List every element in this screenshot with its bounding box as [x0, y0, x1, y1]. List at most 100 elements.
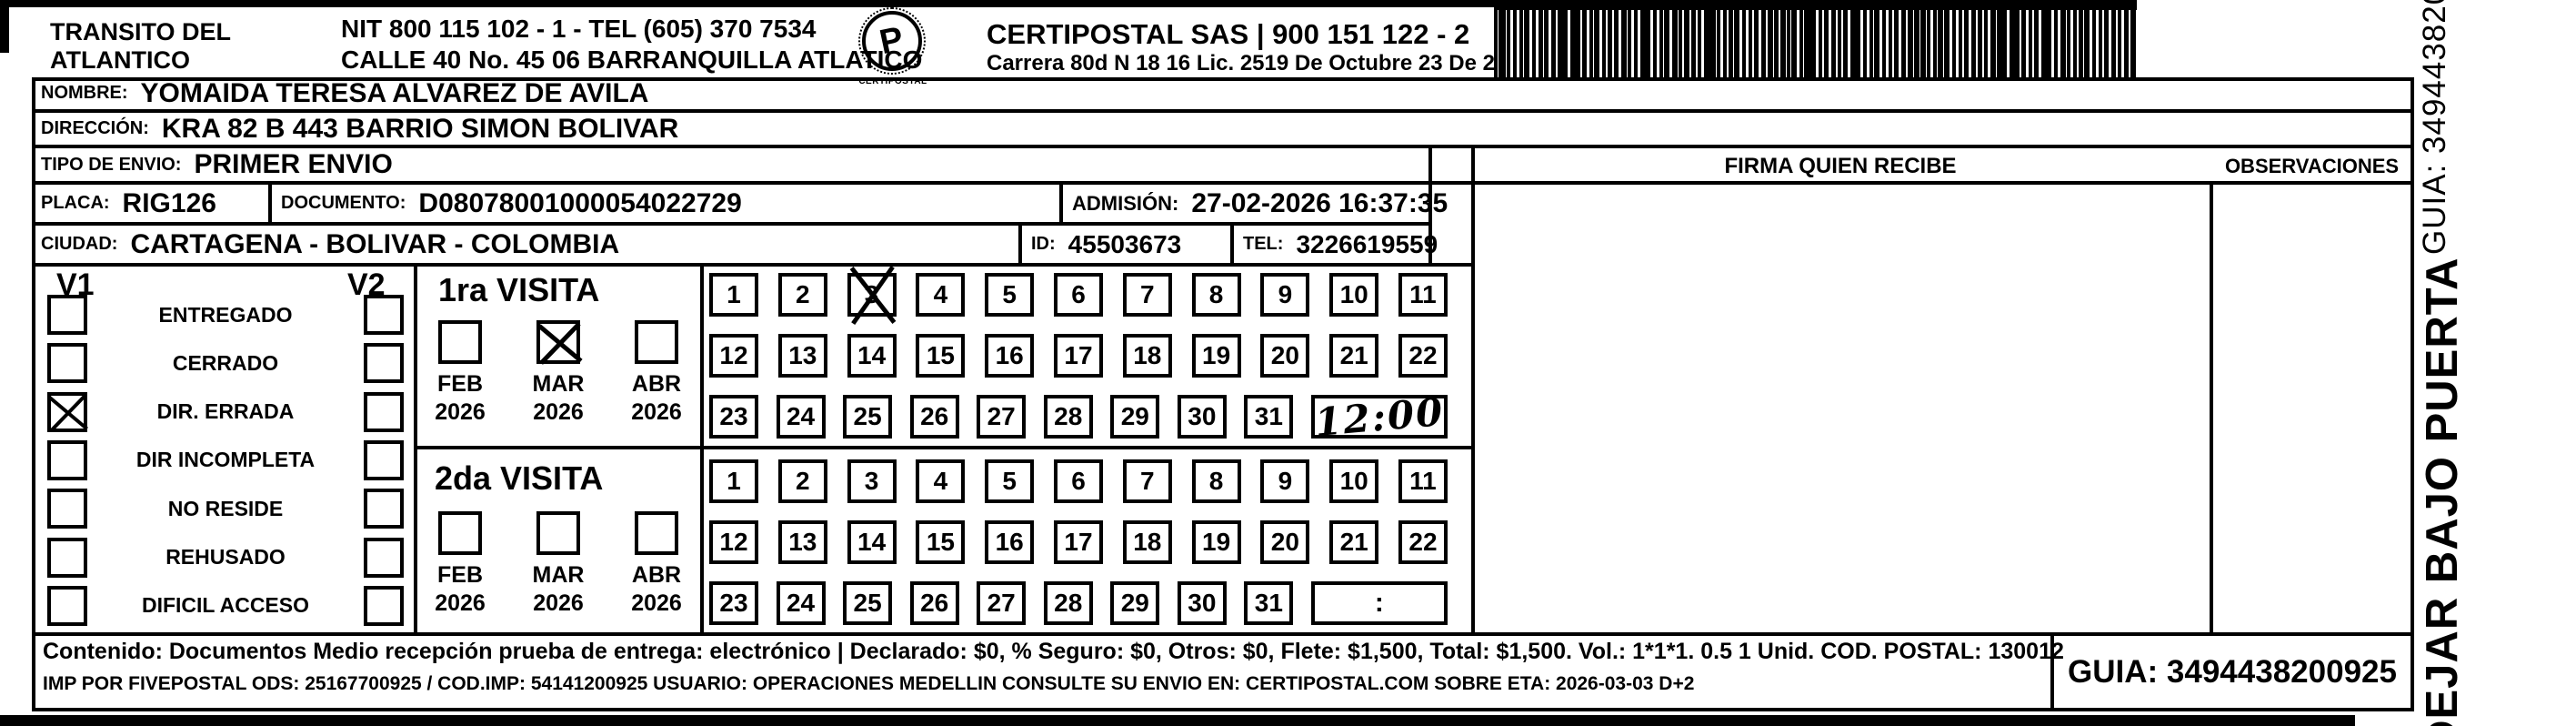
day-cell[interactable]: 19 [1191, 334, 1241, 378]
day-cell[interactable]: 28 [1043, 395, 1093, 439]
day-cell[interactable]: 16 [985, 334, 1035, 378]
day-cell[interactable]: 15 [916, 334, 966, 378]
month-checkbox[interactable] [438, 320, 482, 364]
v1-checkbox[interactable] [47, 585, 87, 626]
divider [1428, 148, 1432, 267]
v2-checkbox[interactable] [364, 343, 404, 384]
day-cell[interactable]: 30 [1177, 395, 1227, 439]
status-option-label: ENTREGADO [158, 302, 293, 327]
day-cell[interactable]: 19 [1191, 520, 1241, 564]
day-cell[interactable]: 24 [776, 395, 826, 439]
placa-label: PLACA: [41, 193, 110, 213]
status-row: DIR. ERRADA [47, 390, 404, 434]
day-cell[interactable]: 6 [1053, 273, 1103, 317]
day-cell[interactable]: 14 [847, 334, 897, 378]
v2-checkbox[interactable] [364, 489, 404, 529]
day-cell[interactable]: 13 [777, 520, 827, 564]
day-cell[interactable]: 4 [916, 459, 966, 503]
day-cell[interactable]: 7 [1122, 273, 1172, 317]
day-cell[interactable]: 20 [1260, 334, 1310, 378]
v2-checkbox[interactable] [364, 391, 404, 432]
v1-checkbox[interactable] [47, 439, 87, 480]
tel-cell: TEL: 3226619559 [1230, 226, 1438, 263]
day-cell[interactable]: 21 [1329, 334, 1379, 378]
v1-checkbox[interactable] [47, 295, 87, 335]
v1-checkbox[interactable] [47, 489, 87, 529]
v1-checkbox[interactable] [47, 343, 87, 384]
tipo-envio-value: PRIMER ENVIO [194, 149, 393, 179]
day-cell[interactable]: 27 [977, 581, 1027, 625]
day-cell[interactable]: 29 [1110, 581, 1160, 625]
day-cell[interactable]: 5 [985, 459, 1035, 503]
tipo-envio-label: TIPO DE ENVIO: [41, 154, 182, 175]
day-cell[interactable]: 24 [776, 581, 826, 625]
day-cell[interactable]: 11 [1398, 459, 1448, 503]
first-visit-time-box[interactable]: 12:00 [1310, 388, 1448, 445]
day-cell[interactable]: 17 [1053, 520, 1103, 564]
day-cell[interactable]: 22 [1398, 334, 1448, 378]
status-option-label: NO RESIDE [167, 496, 284, 520]
day-cell[interactable]: 16 [985, 520, 1035, 564]
day-cell[interactable]: 3 [847, 273, 897, 317]
day-cell[interactable]: 1 [709, 459, 758, 503]
day-cell[interactable]: 15 [916, 520, 966, 564]
day-cell[interactable]: 20 [1260, 520, 1310, 564]
month-checkbox[interactable] [635, 320, 678, 364]
observaciones-column-divider [2210, 185, 2213, 632]
day-cell[interactable]: 2 [777, 459, 827, 503]
month-year: 2026 [631, 399, 682, 425]
day-cell[interactable]: 17 [1053, 334, 1103, 378]
day-cell[interactable]: 31 [1244, 395, 1294, 439]
month-checkbox[interactable] [536, 320, 580, 364]
day-cell[interactable]: 22 [1398, 520, 1448, 564]
day-cell[interactable]: 7 [1122, 459, 1172, 503]
day-cell[interactable]: 31 [1244, 581, 1294, 625]
v2-checkbox[interactable] [364, 295, 404, 335]
v1-checkbox[interactable] [47, 537, 87, 578]
day-cell[interactable]: 25 [843, 395, 893, 439]
v2-checkbox[interactable] [364, 585, 404, 626]
month-checkbox[interactable] [635, 511, 678, 555]
day-cell[interactable]: 12 [709, 520, 758, 564]
day-cell[interactable]: 28 [1043, 581, 1093, 625]
day-cell[interactable]: 6 [1053, 459, 1103, 503]
day-cell[interactable]: 2 [777, 273, 827, 317]
day-cell[interactable]: 25 [843, 581, 893, 625]
day-cell[interactable]: 5 [985, 273, 1035, 317]
day-cell[interactable]: 23 [709, 581, 758, 625]
day-cell[interactable]: 4 [916, 273, 966, 317]
day-cell[interactable]: 10 [1329, 459, 1379, 503]
v2-checkbox[interactable] [364, 439, 404, 480]
day-cell[interactable]: 10 [1329, 273, 1379, 317]
month-checkbox[interactable] [536, 511, 580, 555]
day-cell[interactable]: 1 [709, 273, 758, 317]
day-cell[interactable]: 8 [1191, 273, 1241, 317]
day-cell[interactable]: 9 [1260, 273, 1310, 317]
day-cell[interactable]: 13 [777, 334, 827, 378]
day-cell[interactable]: 26 [909, 395, 959, 439]
day-cell[interactable]: 29 [1110, 395, 1160, 439]
day-cell[interactable]: 18 [1122, 520, 1172, 564]
month-option: ABR 2026 [613, 320, 700, 426]
v2-checkbox[interactable] [364, 537, 404, 578]
handwritten-time: 12:00 [1312, 388, 1446, 445]
day-cell[interactable]: 3 [847, 459, 897, 503]
day-cell[interactable]: 18 [1122, 334, 1172, 378]
day-cell[interactable]: 9 [1260, 459, 1310, 503]
day-cell[interactable]: 30 [1177, 581, 1227, 625]
month-checkbox[interactable] [438, 511, 482, 555]
day-cell[interactable]: 14 [847, 520, 897, 564]
status-row: ENTREGADO [47, 293, 404, 337]
day-cell[interactable]: 27 [977, 395, 1027, 439]
day-cell[interactable]: 8 [1191, 459, 1241, 503]
day-cell[interactable]: 12 [709, 334, 758, 378]
day-cell[interactable]: 21 [1329, 520, 1379, 564]
second-visit-time-box[interactable]: : [1310, 581, 1448, 625]
day-row: 1 2 3 4 5 6 7 8 9 10 11 [709, 459, 1448, 503]
day-cell[interactable]: 26 [909, 581, 959, 625]
day-cell[interactable]: 23 [709, 395, 758, 439]
ciudad-id-tel-row: CIUDAD: CARTAGENA - BOLIVAR - COLOMBIA I… [32, 226, 1438, 263]
direccion-label: DIRECCIÓN: [41, 118, 149, 138]
day-cell[interactable]: 11 [1398, 273, 1448, 317]
v1-checkbox[interactable] [47, 391, 87, 432]
